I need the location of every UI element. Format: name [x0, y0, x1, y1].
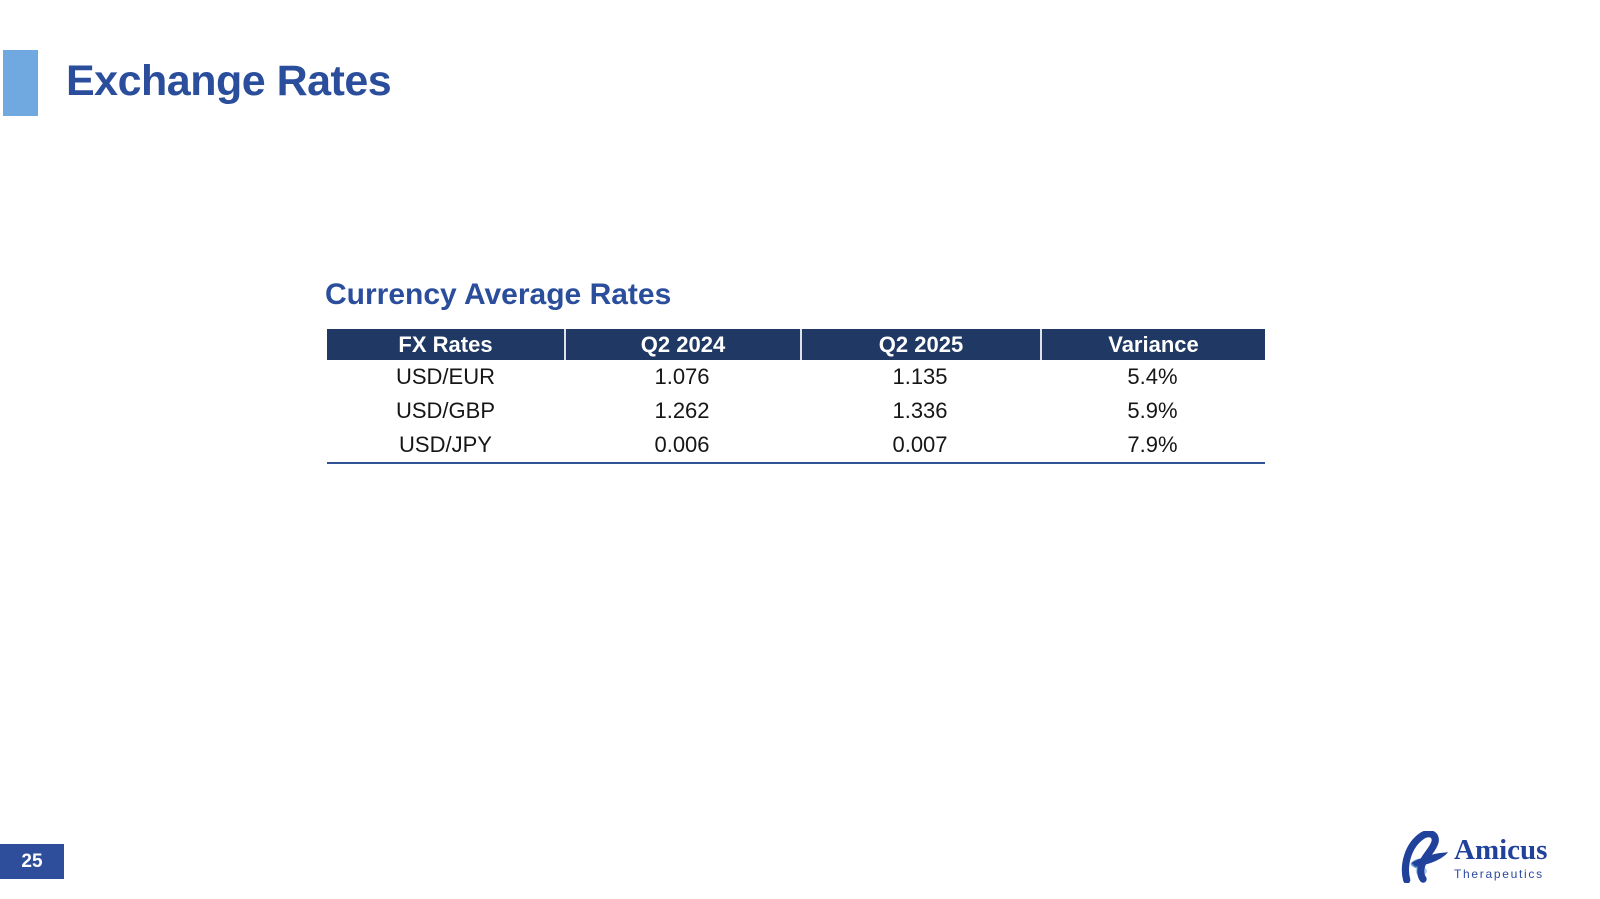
column-header-variance: Variance [1040, 329, 1265, 360]
slide-title: Exchange Rates [66, 57, 392, 105]
section-heading: Currency Average Rates [325, 278, 672, 311]
table-body: USD/EUR 1.076 1.135 5.4% USD/GBP 1.262 1… [327, 360, 1265, 462]
q2-2024-cell: 1.262 [654, 398, 710, 423]
fx-pair-cell: USD/JPY [399, 432, 492, 457]
q2-2025-cell: 0.007 [892, 432, 948, 457]
amicus-brand-name: Amicus [1454, 834, 1548, 866]
fx-rates-table: FX Rates Q2 2024 Q2 2025 Variance USD/EU… [327, 329, 1265, 464]
q2-2024-cell: 1.076 [654, 364, 710, 389]
variance-cell: 5.4% [1127, 364, 1178, 389]
amicus-logo: Amicus Therapeutics [1400, 830, 1547, 888]
table-row-usd-eur: USD/EUR 1.076 1.135 5.4% [327, 360, 1265, 394]
column-header-q2-2024: Q2 2024 [564, 329, 800, 360]
page-number-badge: 25 [0, 844, 64, 879]
q2-2025-cell: 1.336 [892, 398, 948, 423]
q2-2024-cell: 0.006 [654, 432, 710, 457]
column-header-q2-2025: Q2 2025 [800, 329, 1040, 360]
q2-2025-cell: 1.135 [892, 364, 948, 389]
amicus-logo-mark-icon [1400, 830, 1450, 888]
amicus-logo-text: Amicus Therapeutics [1454, 831, 1547, 881]
fx-pair-cell: USD/EUR [395, 364, 495, 389]
title-accent-square [3, 50, 38, 116]
variance-cell: 5.9% [1127, 398, 1178, 423]
table-header-row: FX Rates Q2 2024 Q2 2025 Variance [327, 329, 1265, 360]
fx-pair-cell: USD/GBP [395, 398, 496, 423]
amicus-brand-subname: Therapeutics [1454, 866, 1544, 881]
table-row-usd-jpy: USD/JPY 0.006 0.007 7.9% [327, 428, 1265, 462]
column-header-fx-rates: FX Rates [398, 331, 493, 357]
table-row-usd-gbp: USD/GBP 1.262 1.336 5.9% [327, 394, 1265, 428]
variance-cell: 7.9% [1127, 432, 1178, 457]
